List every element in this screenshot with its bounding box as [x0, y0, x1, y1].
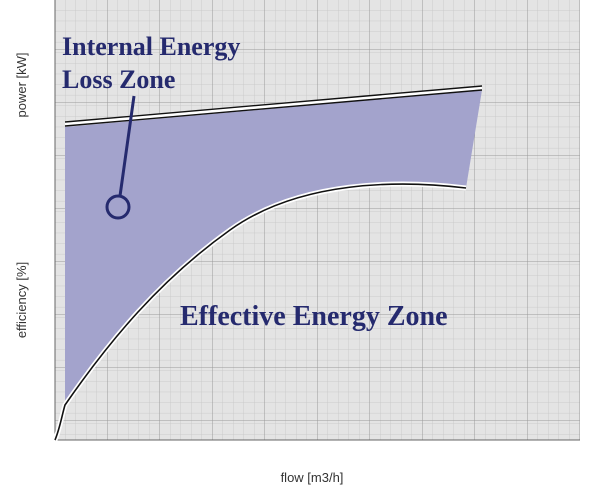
y-axis-label: efficiency [%]: [14, 262, 29, 338]
effective-zone-label: Effective Energy Zone: [180, 301, 448, 332]
loss-pointer: [105, 95, 136, 220]
efficiency-curve: [52, 181, 467, 441]
x-axis-label: flow [m3/h]: [281, 470, 344, 485]
y-axis-label: power [kW]: [14, 52, 29, 117]
power-line: [64, 85, 483, 127]
loss-zone-label: Internal Energy: [62, 32, 240, 61]
plot-area: [54, 0, 580, 441]
loss-zone-label: Loss Zone: [62, 65, 175, 94]
loss-zone-area: [65, 90, 482, 405]
